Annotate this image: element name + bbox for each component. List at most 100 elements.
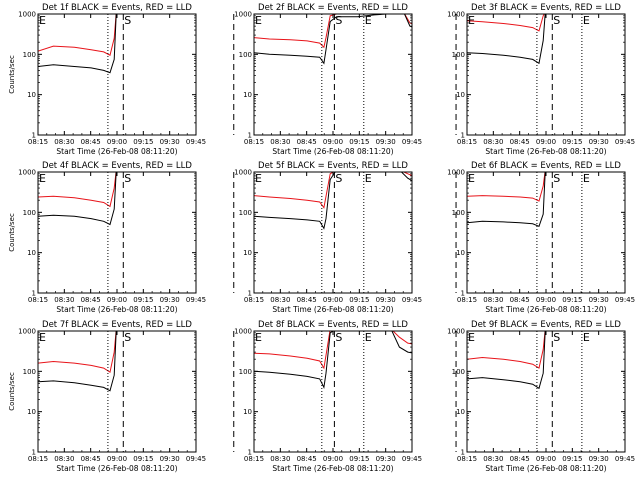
plot-frame [253,13,413,136]
x-tick-label: 09:30 [160,296,180,304]
series-lld-line [38,172,117,208]
y-axis-label: Counts/sec [8,213,16,252]
x-tick-label: 09:00 [107,455,127,463]
x-axis-label: Start Time (26-Feb-08 08:11:20) [56,147,177,156]
x-tick-label: 09:45 [402,455,422,463]
x-tick-label: 08:45 [297,138,317,146]
series-events-line [254,331,412,390]
marker-label: E [365,331,372,344]
panel-title: Det 1f BLACK = Events, RED = LLD [42,3,192,13]
x-tick-label: 09:00 [536,296,556,304]
y-tick-label: 1 [32,132,36,140]
marker-label: E [468,14,475,27]
y-tick-label: 100 [23,368,36,376]
y-tick-label: 10 [243,91,252,99]
marker-label: S [335,14,342,27]
x-tick-label: 08:15 [457,455,477,463]
x-tick-label: 08:30 [270,138,290,146]
marker-label: E [468,331,475,344]
y-tick-label: 10 [456,249,465,257]
y-tick-label: 1000 [447,169,465,177]
panel-title: Det 9f BLACK = Events, RED = LLD [471,320,621,330]
x-tick-label: 09:15 [133,138,153,146]
x-tick-label: 08:30 [54,138,74,146]
x-tick-label: 09:00 [536,138,556,146]
x-tick-label: 09:45 [615,455,635,463]
marker-label: E [39,14,46,27]
plot-frame [37,330,197,453]
x-tick-label: 09:30 [589,138,609,146]
marker-label: S [335,172,342,185]
series-lld-line [38,14,117,56]
marker-label: S [553,14,560,27]
x-tick-label: 09:45 [186,455,206,463]
y-tick-label: 1 [32,449,36,457]
y-tick-label: 10 [243,249,252,257]
x-tick-label: 08:45 [81,296,101,304]
marker-label: E [255,331,262,344]
panel-title: Det 6f BLACK = Events, RED = LLD [471,161,621,171]
marker-label: E [583,14,590,27]
series-lld-line [254,14,412,49]
panel-title: Det 8f BLACK = Events, RED = LLD [258,320,408,330]
y-tick-label: 1000 [18,11,36,19]
x-axis-label: Start Time (26-Feb-08 08:11:20) [485,305,606,314]
series-lld-line [38,331,117,374]
y-axis-label: Counts/sec [8,372,16,411]
x-tick-label: 09:45 [615,296,635,304]
x-tick-label: 09:30 [376,138,396,146]
x-tick-label: 09:15 [562,138,582,146]
series-lld-line [254,172,412,209]
marker-label: E [468,172,475,185]
plot-frame [466,171,626,294]
x-tick-label: 09:00 [323,138,343,146]
series-events-line [38,14,117,74]
plot-frame [37,13,197,136]
y-tick-label: 1000 [18,169,36,177]
panel-title: Det 7f BLACK = Events, RED = LLD [42,320,192,330]
x-tick-label: 08:15 [28,138,48,146]
x-tick-label: 08:30 [54,455,74,463]
y-tick-label: 1000 [447,328,465,336]
x-tick-label: 08:45 [81,455,101,463]
x-tick-label: 08:45 [510,296,530,304]
plot-frame [37,171,197,294]
x-tick-label: 09:15 [349,455,369,463]
marker-label: E [365,14,372,27]
marker-label: E [583,172,590,185]
y-tick-label: 100 [239,209,252,217]
x-tick-label: 09:00 [323,296,343,304]
series-events-line [38,172,117,226]
marker-label: S [124,14,131,27]
x-tick-label: 09:15 [562,455,582,463]
x-tick-label: 08:30 [270,296,290,304]
x-tick-label: 08:15 [244,296,264,304]
marker-label: E [39,172,46,185]
x-tick-label: 09:15 [133,296,153,304]
x-tick-label: 08:30 [483,455,503,463]
x-tick-label: 09:30 [160,138,180,146]
series-lld-line [467,331,546,369]
x-tick-label: 08:30 [54,296,74,304]
x-tick-label: 08:15 [244,455,264,463]
x-tick-label: 08:45 [297,455,317,463]
x-tick-label: 08:30 [483,296,503,304]
y-tick-label: 1 [248,132,252,140]
x-tick-label: 08:15 [457,296,477,304]
marker-label: S [553,172,560,185]
y-tick-label: 1000 [234,11,252,19]
x-tick-label: 09:00 [107,138,127,146]
x-tick-label: 08:15 [457,138,477,146]
x-tick-label: 09:15 [562,296,582,304]
series-events-line [38,331,117,392]
x-tick-label: 09:45 [186,138,206,146]
y-tick-label: 1 [248,449,252,457]
marker-label: E [365,172,372,185]
marker-label: E [39,331,46,344]
y-tick-label: 1 [461,132,465,140]
marker-label: E [583,331,590,344]
